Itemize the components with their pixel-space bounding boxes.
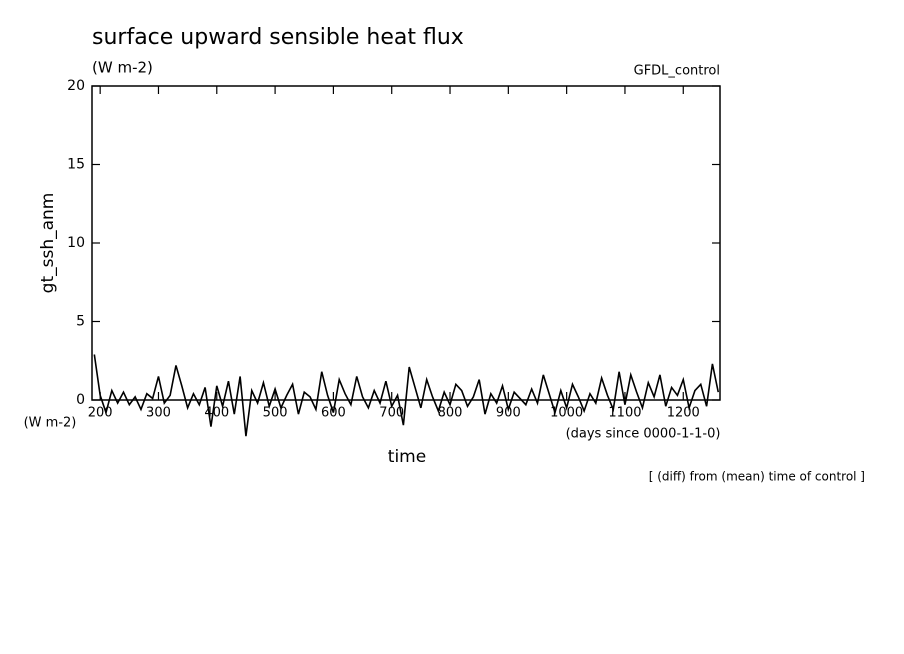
x-tick-label: 1000 xyxy=(550,406,583,421)
x-tick-label: 300 xyxy=(146,406,171,421)
chart-title: surface upward sensible heat flux xyxy=(92,25,464,50)
footnote: [ (diff) from (mean) time of control ] xyxy=(649,470,865,484)
data-line xyxy=(93,354,720,437)
x-tick-label: 900 xyxy=(496,406,521,421)
x-tick-label: 400 xyxy=(204,406,229,421)
y-tick-label: 20 xyxy=(67,78,85,94)
x-tick-label: 800 xyxy=(438,406,463,421)
x-axis-label: time xyxy=(388,447,426,467)
x-units: (days since 0000-1-1-0) xyxy=(566,427,721,442)
y-tick-label: 10 xyxy=(67,235,85,251)
x-tick-label: 600 xyxy=(321,406,346,421)
x-tick-label: 500 xyxy=(263,406,288,421)
x-tick-label: 1100 xyxy=(608,406,641,421)
y-units: (W m-2) xyxy=(24,416,77,431)
x-tick-label: 200 xyxy=(88,406,113,421)
x-tick-label: 1200 xyxy=(667,406,700,421)
subtitle: (W m-2) xyxy=(92,59,153,77)
x-tick-label: 700 xyxy=(379,406,404,421)
annotation: GFDL_control xyxy=(634,64,720,79)
y-tick-label: 0 xyxy=(76,392,85,408)
y-axis-label: gt_ssh_anm xyxy=(38,193,58,294)
y-tick-label: 15 xyxy=(67,157,85,173)
y-tick-label: 5 xyxy=(76,314,85,330)
